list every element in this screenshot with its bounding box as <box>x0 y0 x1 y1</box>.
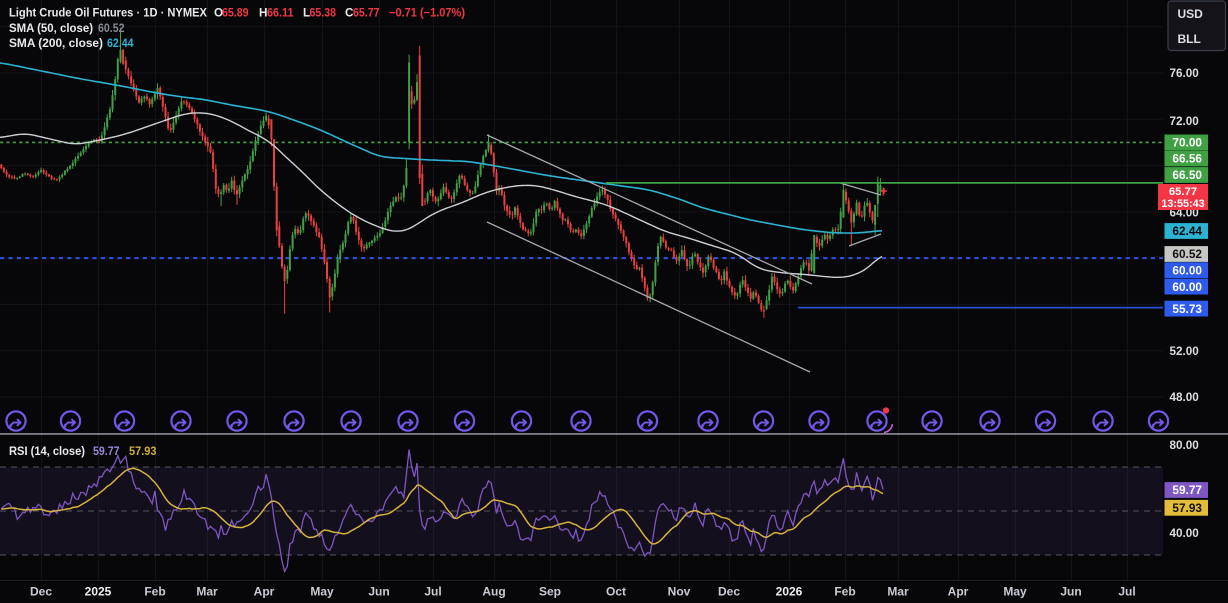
svg-text:Nov: Nov <box>668 585 691 599</box>
svg-text:Feb: Feb <box>144 585 165 599</box>
svg-text:Jun: Jun <box>368 585 389 599</box>
svg-text:57.93: 57.93 <box>129 445 157 458</box>
svg-text:65.77: 65.77 <box>353 7 380 20</box>
svg-text:70.00: 70.00 <box>1172 136 1202 150</box>
svg-text:72.00: 72.00 <box>1170 115 1200 128</box>
svg-text:Jul: Jul <box>424 585 441 599</box>
svg-text:Dec: Dec <box>30 585 52 599</box>
svg-text:60.52: 60.52 <box>98 22 125 35</box>
svg-text:Jul: Jul <box>1118 585 1135 599</box>
svg-text:60.00: 60.00 <box>1172 263 1202 277</box>
svg-text:76.00: 76.00 <box>1170 67 1200 80</box>
svg-text:60.52: 60.52 <box>1172 247 1202 261</box>
svg-text:57.93: 57.93 <box>1172 501 1202 515</box>
svg-text:2026: 2026 <box>776 585 803 599</box>
svg-text:59.77: 59.77 <box>1172 483 1202 497</box>
svg-text:May: May <box>310 585 334 599</box>
svg-text:2025: 2025 <box>85 585 112 599</box>
svg-text:40.00: 40.00 <box>1170 527 1200 540</box>
svg-text:48.00: 48.00 <box>1170 391 1200 404</box>
svg-text:C: C <box>345 7 354 20</box>
svg-text:L: L <box>303 7 310 20</box>
svg-text:60.00: 60.00 <box>1172 280 1202 294</box>
svg-text:O: O <box>214 7 223 20</box>
svg-text:Mar: Mar <box>196 585 218 599</box>
svg-text:RSI (14, close): RSI (14, close) <box>9 445 85 458</box>
svg-text:Light Crude Oil Futures · 1D ·: Light Crude Oil Futures · 1D · NYMEX <box>9 7 207 20</box>
svg-text:SMA (50, close): SMA (50, close) <box>9 22 93 35</box>
svg-text:Aug: Aug <box>482 585 505 599</box>
svg-text:Oct: Oct <box>606 585 626 599</box>
svg-text:59.77: 59.77 <box>93 445 120 458</box>
svg-text:−0.71 (−1.07%): −0.71 (−1.07%) <box>389 7 465 20</box>
svg-text:May: May <box>1003 585 1027 599</box>
svg-text:62.44: 62.44 <box>1172 224 1202 238</box>
svg-text:USD: USD <box>1178 7 1204 21</box>
svg-text:BLL: BLL <box>1178 32 1201 46</box>
svg-text:H: H <box>259 7 267 20</box>
svg-text:13:55:43: 13:55:43 <box>1161 198 1204 210</box>
svg-text:65.38: 65.38 <box>310 7 337 20</box>
svg-text:66.50: 66.50 <box>1172 168 1202 182</box>
svg-text:Dec: Dec <box>718 585 740 599</box>
svg-text:Sep: Sep <box>539 585 561 599</box>
svg-text:66.56: 66.56 <box>1172 152 1202 166</box>
svg-text:80.00: 80.00 <box>1170 439 1200 452</box>
svg-text:62.44: 62.44 <box>107 37 134 50</box>
svg-text:Jun: Jun <box>1060 585 1081 599</box>
svg-text:66.11: 66.11 <box>267 7 294 20</box>
svg-text:65.77: 65.77 <box>1169 186 1197 198</box>
svg-text:Mar: Mar <box>887 585 909 599</box>
svg-text:65.89: 65.89 <box>222 7 249 20</box>
svg-text:Feb: Feb <box>834 585 855 599</box>
svg-text:SMA (200, close): SMA (200, close) <box>9 37 103 50</box>
svg-text:55.73: 55.73 <box>1172 302 1202 316</box>
svg-text:Apr: Apr <box>254 585 275 599</box>
svg-text:Apr: Apr <box>948 585 969 599</box>
svg-text:52.00: 52.00 <box>1170 345 1200 358</box>
